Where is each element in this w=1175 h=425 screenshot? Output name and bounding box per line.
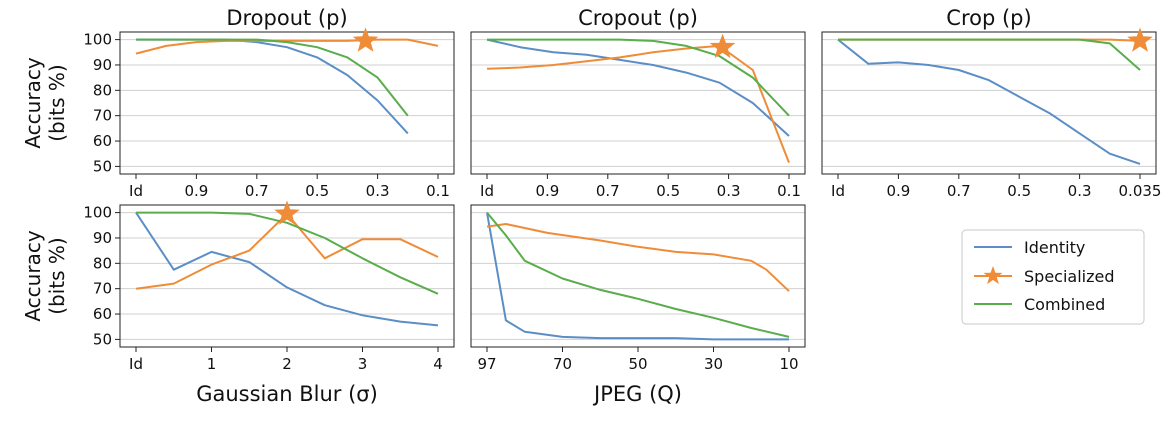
x-tick-label: 0.9	[886, 182, 910, 200]
legend-star-icon	[983, 266, 1003, 285]
legend-combined-label: Combined	[1024, 295, 1105, 314]
y-tick-label: 80	[93, 81, 112, 99]
specialized-star-marker	[709, 33, 736, 59]
legend-specialized-label: Specialized	[1024, 267, 1115, 286]
y-tick-label: 100	[83, 204, 112, 222]
y-tick-label: 50	[93, 157, 112, 175]
panel-2: Id 0.9 0.7 0.5 0.3 0.1 Cropout (p)	[470, 6, 806, 200]
series-line-specialized	[135, 38, 439, 55]
series-line-combined	[487, 38, 790, 117]
x-tick-label: 0.3	[1068, 182, 1092, 200]
x-tick-label: 0.3	[717, 182, 741, 200]
x-tick-label: Id	[129, 355, 143, 373]
panel-4: 100 90 80 70 60 50 Id 1 2 3 4 Gaussian Blur (σ) Accu…	[21, 200, 455, 406]
x-tick-label: 30	[704, 355, 723, 373]
y-tick-label: 80	[93, 254, 112, 272]
x-axis-label: Gaussian Blur (σ)	[196, 382, 378, 406]
x-tick-label: 0.1	[777, 182, 801, 200]
series-line-specialized	[486, 44, 790, 163]
y-tick-label: 70	[93, 280, 112, 298]
legend: Identity Specialized Combined	[961, 229, 1145, 325]
series-line-identity	[136, 38, 409, 135]
series-line-identity	[837, 38, 1141, 165]
y-tick-label: 60	[93, 305, 112, 323]
x-tick-label: 0.5	[656, 182, 680, 200]
plot-frame	[119, 204, 455, 348]
x-tick-label: 0.7	[947, 182, 971, 200]
y-axis-label: (bits %)	[45, 237, 69, 314]
y-axis-label: (bits %)	[45, 64, 69, 141]
x-tick-label: 0.7	[596, 182, 620, 200]
y-tick-label: 90	[93, 56, 112, 74]
panel-1: 100 90 80 70 60 50 Id 0.9 0.7 0.5 0.3 0.1 Dropout (p…	[21, 6, 455, 200]
specialized-star-marker	[352, 27, 379, 52]
plot-frame	[821, 31, 1157, 175]
y-axis-label: Accuracy	[21, 230, 45, 321]
x-tick-label: 10	[779, 355, 798, 373]
x-tick-label: 0.7	[245, 182, 269, 200]
x-tick-label: Id	[129, 182, 143, 200]
x-tick-label: 0.9	[535, 182, 559, 200]
y-tick-label: 90	[93, 229, 112, 247]
series-line-combined	[136, 211, 439, 295]
x-tick-label: 50	[628, 355, 647, 373]
series-line-combined	[838, 38, 1141, 71]
series-line-specialized	[486, 223, 790, 292]
x-tick-label: 1	[207, 355, 217, 373]
x-tick-label: 4	[433, 355, 443, 373]
x-tick-label: Id	[480, 182, 494, 200]
x-tick-label: 70	[553, 355, 572, 373]
y-tick-label: 60	[93, 132, 112, 150]
series-line-specialized	[135, 212, 439, 290]
legend-identity-label: Identity	[1024, 238, 1085, 257]
y-tick-label: 50	[93, 330, 112, 348]
x-tick-label: 0.035	[1119, 182, 1162, 200]
x-tick-label: Id	[831, 182, 845, 200]
panel-title: Dropout (p)	[226, 6, 347, 30]
panel-title: Crop (p)	[946, 6, 1031, 30]
x-axis-label: JPEG (Q)	[592, 382, 682, 406]
y-axis-label: Accuracy	[21, 57, 45, 148]
specialized-star-marker	[1127, 27, 1153, 52]
x-tick-label: 0.5	[1007, 182, 1031, 200]
legend-box	[961, 229, 1145, 325]
x-tick-label: 0.3	[366, 182, 390, 200]
series-line-identity	[486, 212, 789, 341]
panel-title: Cropout (p)	[578, 6, 698, 30]
series-line-combined	[136, 38, 409, 117]
x-tick-label: 0.1	[426, 182, 450, 200]
x-tick-label: 2	[282, 355, 292, 373]
panel-5: 97 70 50 30 10 JPEG (Q)	[470, 204, 806, 406]
y-tick-label: 100	[83, 31, 112, 49]
x-tick-label: 97	[477, 355, 496, 373]
x-tick-label: 0.5	[305, 182, 329, 200]
panel-3: Id 0.9 0.7 0.5 0.3 0.035 Crop (p)	[821, 6, 1162, 200]
plot-frame	[119, 31, 455, 175]
series-line-identity	[486, 38, 790, 137]
series-line-combined	[486, 211, 790, 338]
series-line-identity	[135, 212, 439, 327]
plot-frame	[470, 31, 806, 175]
x-tick-label: 0.9	[184, 182, 208, 200]
y-tick-label: 70	[93, 107, 112, 125]
specialized-star-marker	[274, 200, 300, 225]
x-tick-label: 3	[358, 355, 368, 373]
